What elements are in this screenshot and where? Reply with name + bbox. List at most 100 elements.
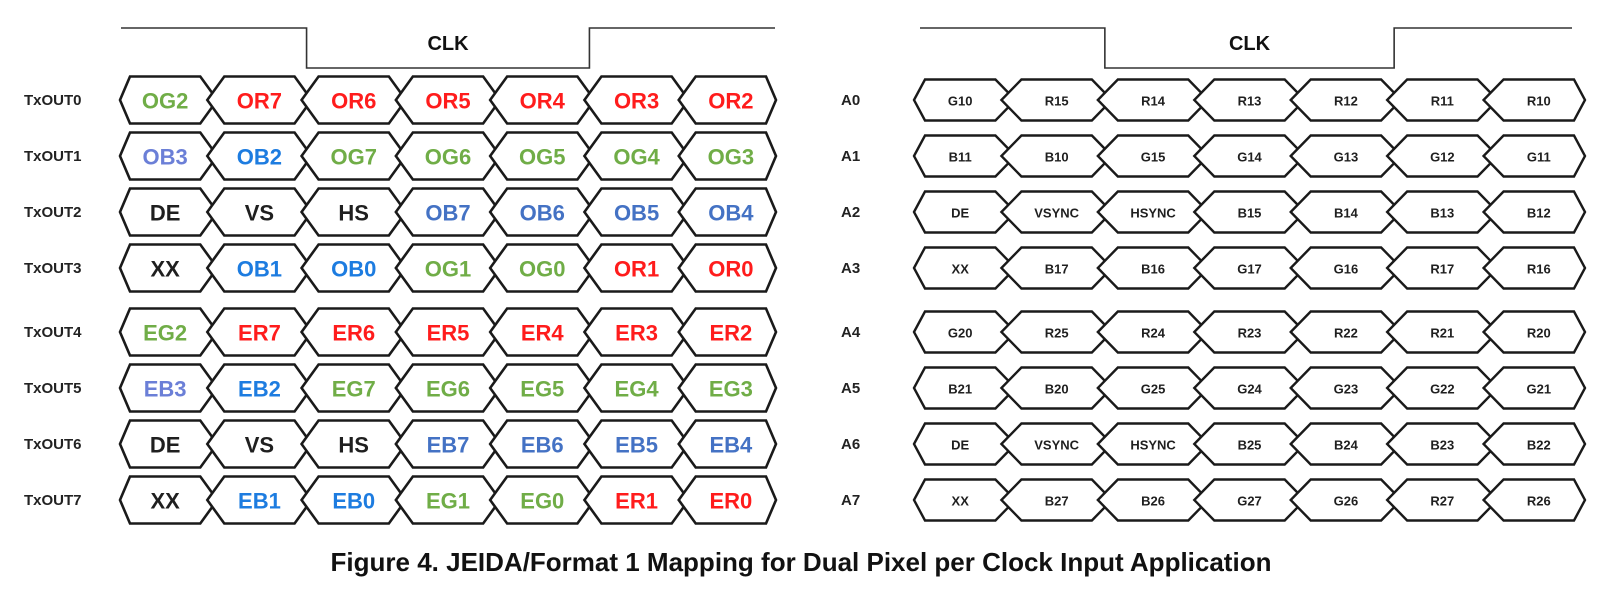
bus-cell-label: R13 [1238,94,1262,109]
bus-cell-label: G23 [1334,382,1359,397]
bus-cell-label: B26 [1141,494,1165,509]
bus-cell-label: G17 [1237,262,1262,277]
row-label: TxOUT2 [24,203,82,221]
bus-cell-label: G22 [1430,382,1455,397]
bus-cell-shape [1481,366,1587,410]
bus-cell-label: OR7 [237,89,282,114]
bus-cell-shape [677,419,778,469]
bus-cell-label: G27 [1237,494,1262,509]
bus-cell-label: VSYNC [1034,438,1079,453]
bus-cell-label: R17 [1430,262,1454,277]
row-label: A3 [841,259,861,277]
bus-cell-label: G16 [1334,262,1359,277]
bus-cell-label: OB5 [614,201,659,226]
row-cells: DE VSYNC HSYNC B25 B24 B23 B22 [912,422,1587,466]
bus-cell-label: OR5 [425,89,470,114]
bus-cell-label: EG2 [143,321,187,346]
bus-cell-label: G15 [1141,150,1166,165]
bus-cell-label: ER6 [332,321,375,346]
row-label: A5 [841,379,861,397]
bus-cell-shape [1481,246,1587,290]
bus-cell-label: DE [150,201,181,226]
bus-cell-label: OR2 [708,89,753,114]
bus-cell-label: B11 [949,150,972,165]
clock-waveform: CLK [920,27,1572,69]
bus-cell-label: VSYNC [1034,206,1079,221]
bus-cell-label: ER7 [238,321,281,346]
bus-cell-label: DE [150,433,181,458]
bus-cell-shape [677,475,778,525]
bus-cell-label: OG6 [425,145,471,170]
bus-cell-label: EB2 [238,377,281,402]
figure-caption: Figure 4. JEIDA/Format 1 Mapping for Dua… [330,547,1272,577]
bus-cell-label: OB0 [331,257,376,282]
bus-cell-label: ER5 [427,321,470,346]
bus-cell-label: R11 [1431,94,1454,109]
bus-cell-label: HSYNC [1130,438,1176,453]
row-cells: XX B27 B26 G27 G26 R27 R26 [912,478,1587,522]
row-label: A7 [841,491,861,509]
bus-cell-label: OR6 [331,89,376,114]
row-cells: DE VS HS EB7 EB6 EB5 EB4 [118,419,778,469]
bus-cell-label: OG1 [425,257,471,282]
bus-cell-label: OB6 [520,201,565,226]
row-label: A0 [841,91,861,109]
bus-cell-label: B16 [1141,262,1165,277]
bus-cell-label: R21 [1430,326,1454,341]
bus-cell-label: G13 [1334,150,1359,165]
bus-cell-shape [1481,190,1587,234]
clock-label: CLK [427,33,469,55]
bus-cell-label: R20 [1527,326,1551,341]
bus-cell-label: OB2 [237,145,282,170]
bus-cell-label: B15 [1238,206,1262,221]
bus-cell-label: B22 [1527,438,1551,453]
bus-cell-shape [677,307,778,357]
bus-cell-label: EG4 [615,377,660,402]
row-label: TxOUT4 [24,323,82,341]
bus-cell-label: DE [951,206,969,221]
bus-cell-label: ER0 [709,489,752,514]
bus-cell-label: DE [951,438,969,453]
bus-cell-label: G11 [1527,150,1551,165]
bus-cell-label: R23 [1238,326,1262,341]
bus-cell-label: EB4 [709,433,753,458]
bus-cell-label: R24 [1141,326,1166,341]
bus-cell-shape [677,363,778,413]
bus-cell-shape [1481,422,1587,466]
bus-cell-label: ER1 [615,489,658,514]
bus-cell-label: OG4 [613,145,660,170]
bus-cell-label: R16 [1527,262,1551,277]
row-cells: XX B17 B16 G17 G16 R17 R16 [912,246,1587,290]
bus-cell-label: OB4 [708,201,754,226]
row-cells: G20 R25 R24 R23 R22 R21 R20 [912,310,1587,354]
bus-cell-label: VS [245,433,274,458]
bus-cell-label: G24 [1237,382,1262,397]
bus-cell-label: XX [150,257,180,282]
row-label: TxOUT7 [24,491,82,509]
bus-cell-label: G21 [1526,382,1551,397]
row-cells: OG2 OR7 OR6 OR5 OR4 OR3 OR2 [118,75,778,125]
bus-cell-shape [677,75,778,125]
clock-label: CLK [1229,33,1271,55]
bus-cell-label: B12 [1527,206,1551,221]
row-label: A6 [841,435,861,453]
row-cells: B21 B20 G25 G24 G23 G22 G21 [912,366,1587,410]
bus-cell-label: HS [338,201,369,226]
bus-cell-label: EB3 [144,377,187,402]
bus-cell-label: EB6 [521,433,564,458]
bus-cell-shape [677,187,778,237]
bus-cell-label: G20 [948,326,973,341]
bus-cell-label: OR4 [520,89,566,114]
row-label: A4 [841,323,861,341]
bus-cell-label: G25 [1141,382,1166,397]
bus-cell-label: R22 [1334,326,1358,341]
bus-cell-label: R27 [1430,494,1454,509]
bus-cell-label: OG7 [330,145,376,170]
bus-cell-label: B23 [1430,438,1454,453]
bus-cell-label: OB3 [143,145,188,170]
bus-cell-label: B27 [1045,494,1069,509]
row-cells: EG2 ER7 ER6 ER5 ER4 ER3 ER2 [118,307,778,357]
clock-trace [121,27,775,69]
bus-cell-label: OB1 [237,257,282,282]
